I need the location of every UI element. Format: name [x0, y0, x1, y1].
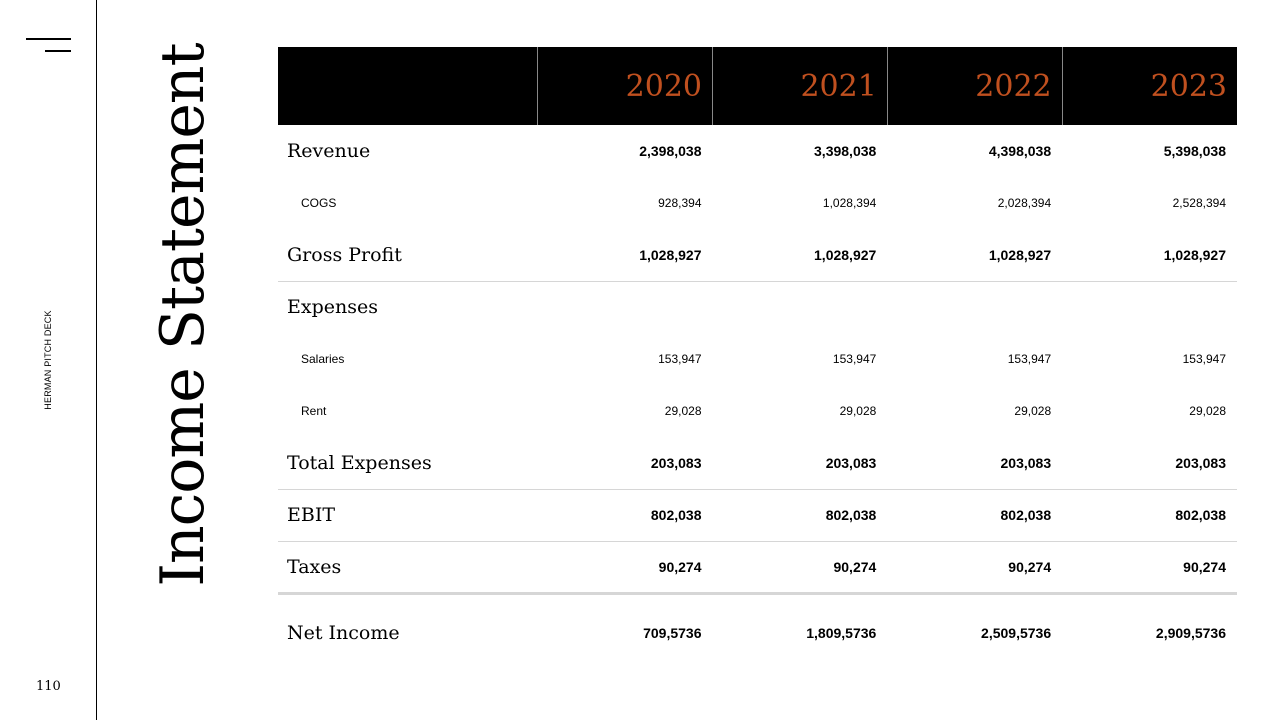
cell-value: 1,028,927: [712, 229, 888, 282]
cell-value: 2,398,038: [639, 143, 702, 159]
row-label: Total Expenses: [278, 437, 538, 490]
cell-value: 3,398,038: [814, 143, 877, 159]
cell-value: 29,028: [1014, 404, 1052, 418]
cell-value: 4,398,038: [988, 143, 1052, 159]
cell-value: 2,028,394: [997, 196, 1052, 210]
cell-value: 90,274: [712, 541, 888, 595]
cell-value: 203,083: [887, 437, 1063, 490]
cell-value: 928,394: [658, 196, 702, 210]
cell-value: 203,083: [712, 437, 888, 490]
cell-value: 1,028,927: [537, 229, 713, 282]
cell-value: 802,038: [887, 489, 1063, 542]
cell-value: [1062, 281, 1237, 333]
menu-icon[interactable]: [26, 38, 71, 40]
cell-value: 2,509,5736: [981, 624, 1052, 641]
row-label: Salaries: [301, 352, 345, 366]
table-row: Salaries 153,947 153,947 153,947 153,947: [278, 333, 1237, 385]
header-row: 2020 2021 2022 2023: [278, 47, 1237, 125]
cell-value: 203,083: [537, 437, 713, 490]
cell-value: [887, 281, 1062, 333]
year-header: 2023: [1061, 47, 1237, 125]
cell-value: 2,528,394: [1172, 196, 1226, 210]
cell-value: 802,038: [1062, 489, 1237, 542]
table-row: Expenses: [278, 281, 1237, 333]
cell-value: 29,028: [1189, 404, 1226, 418]
row-label: Gross Profit: [278, 229, 538, 282]
row-label: Expenses: [287, 296, 378, 319]
cell-value: 153,947: [1182, 352, 1226, 366]
table-row: EBIT 802,038 802,038 802,038 802,038: [278, 489, 1237, 542]
page-number: 110: [36, 679, 61, 694]
table-row: Gross Profit 1,028,927 1,028,927 1,028,927 1…: [278, 229, 1237, 282]
page-title: Income Statement: [148, 43, 218, 587]
income-statement-table: 2020 2021 2022 2023 Revenue 2,398,038 3,39…: [278, 47, 1237, 671]
row-label: Rent: [301, 404, 327, 418]
cell-value: 90,274: [537, 541, 713, 595]
table-row: Total Expenses 203,083 203,083 203,083 203,0…: [278, 437, 1237, 490]
cell-value: 709,5736: [643, 624, 702, 641]
cell-value: 153,947: [832, 352, 877, 366]
cell-value: 1,028,927: [1062, 229, 1237, 282]
cell-value: 802,038: [537, 489, 713, 542]
cell-value: 29,028: [839, 404, 877, 418]
table-row: COGS 928,394 1,028,394 2,028,394 2,528,394: [278, 177, 1237, 229]
cell-value: 29,028: [664, 404, 702, 418]
divider: [96, 0, 97, 720]
menu-icon-line[interactable]: [45, 50, 71, 52]
cell-value: 2,909,5736: [1155, 624, 1226, 641]
cell-value: 1,028,927: [887, 229, 1063, 282]
table-row: Taxes 90,274 90,274 90,274 90,274: [278, 541, 1237, 595]
row-label: COGS: [301, 196, 337, 210]
cell-value: 203,083: [1062, 437, 1237, 490]
row-label: Taxes: [278, 541, 538, 595]
header-blank: [278, 47, 538, 125]
cell-value: 1,028,394: [822, 196, 877, 210]
year-header: 2022: [886, 47, 1063, 125]
table-row: Revenue 2,398,038 3,398,038 4,398,038 5,398,…: [278, 125, 1237, 177]
cell-value: 802,038: [712, 489, 888, 542]
row-label: Net Income: [287, 621, 400, 644]
cell-value: 90,274: [1062, 541, 1237, 595]
row-label: EBIT: [278, 489, 538, 542]
table-row: Rent 29,028 29,028 29,028 29,028: [278, 385, 1237, 437]
deck-label: HERMAN PITCH DECK: [43, 310, 53, 410]
cell-value: 153,947: [658, 352, 702, 366]
year-header: 2021: [712, 47, 888, 125]
cell-value: 153,947: [1007, 352, 1052, 366]
cell-value: 1,809,5736: [806, 624, 877, 641]
cell-value: 5,398,038: [1163, 143, 1226, 159]
row-label: Revenue: [287, 140, 371, 162]
cell-value: [538, 281, 713, 333]
cell-value: [713, 281, 888, 333]
year-header: 2020: [537, 47, 713, 125]
table-row: Net Income 709,5736 1,809,5736 2,509,5736 2,…: [278, 593, 1237, 671]
cell-value: 90,274: [887, 541, 1063, 595]
